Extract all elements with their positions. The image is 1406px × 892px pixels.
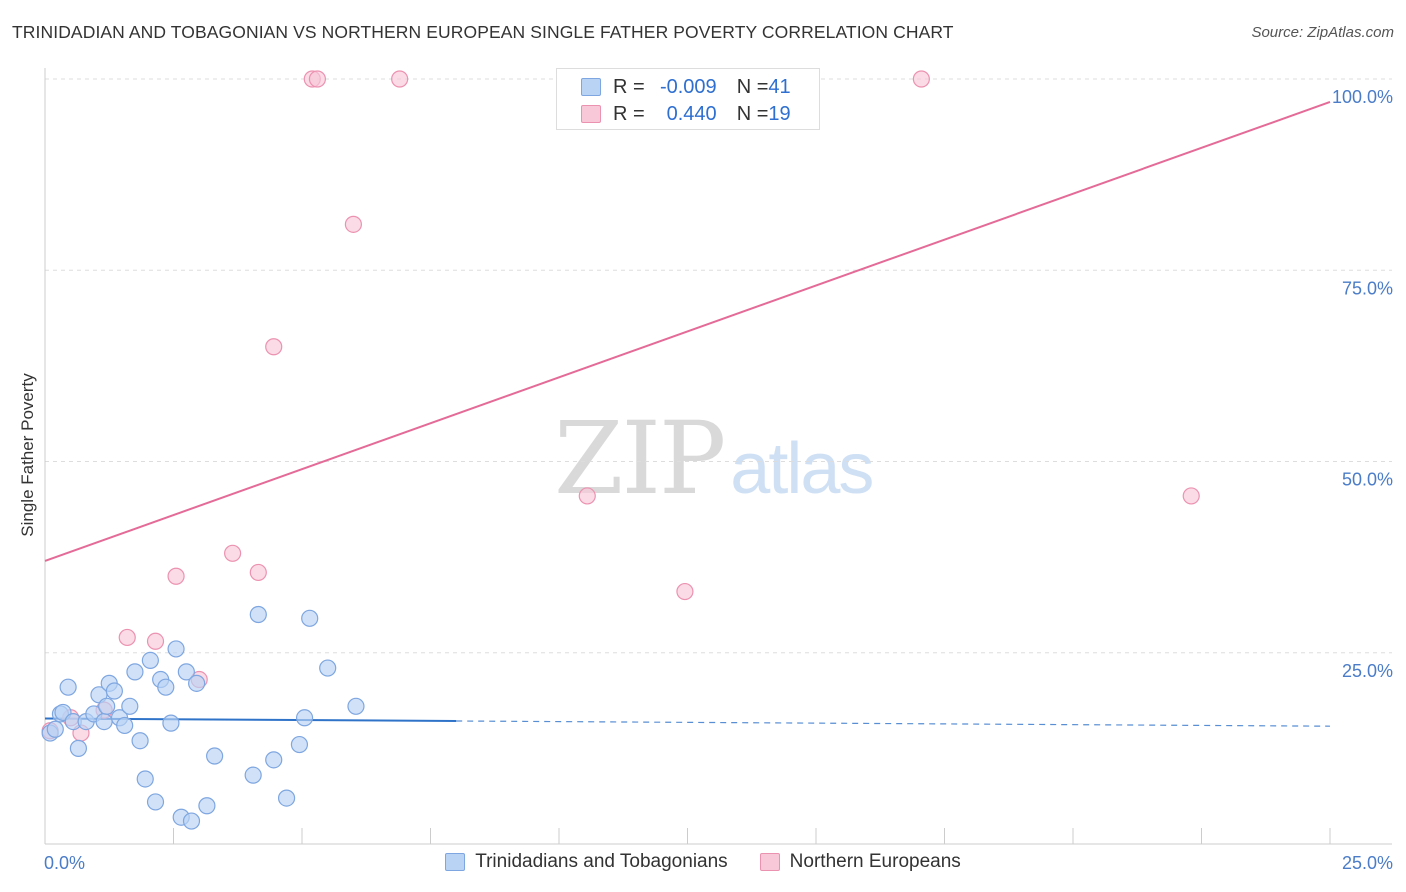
point-trinidadians: [98, 697, 116, 715]
legend-n-value: 41: [768, 75, 791, 98]
watermark-atlas: atlas: [730, 429, 874, 509]
y-tick-label: 75.0%: [1342, 278, 1393, 298]
point-trinidadians: [162, 714, 180, 732]
series-legend: Trinidadians and Tobagonians Northern Eu…: [0, 851, 1406, 873]
legend-r-label: R =: [613, 75, 645, 98]
legend-n-value: 19: [768, 102, 791, 125]
series-legend-item-northern-europeans: Northern Europeans: [759, 851, 961, 873]
x-tick-label: 25.0%: [1342, 853, 1393, 873]
point-trinidadians: [295, 709, 314, 727]
point-trinidadians: [121, 697, 139, 715]
correlation-legend: R = -0.009 N = 41 R = 0.440 N = 19: [556, 68, 820, 130]
trend-line-northern-europeans: [44, 101, 1331, 562]
legend-n-label: N =: [736, 102, 769, 125]
point-northern-europeans: [344, 215, 362, 233]
point-trinidadians: [265, 751, 283, 769]
point-trinidadians: [198, 797, 216, 815]
point-trinidadians: [244, 766, 262, 784]
point-trinidadians: [141, 651, 159, 670]
point-trinidadians: [206, 747, 224, 765]
point-northern-europeans: [308, 70, 327, 88]
legend-r-value: -0.009: [659, 75, 717, 98]
point-northern-europeans: [578, 487, 596, 505]
point-northern-europeans: [391, 70, 409, 88]
series-legend-item-trinidadians: Trinidadians and Tobagonians: [445, 851, 728, 873]
y-axis-label: Single Father Poverty: [18, 373, 37, 537]
y-tick-label: 100.0%: [1332, 87, 1393, 107]
point-northern-europeans: [224, 544, 242, 562]
point-trinidadians: [277, 789, 296, 807]
point-trinidadians: [59, 678, 77, 696]
point-trinidadians: [95, 712, 113, 731]
legend-n-label: N =: [736, 75, 769, 98]
source-label: Source: ZipAtlas.com: [1251, 24, 1394, 41]
chart-title: TRINIDADIAN AND TOBAGONIAN VS NORTHERN E…: [12, 22, 954, 42]
point-trinidadians: [46, 720, 64, 738]
point-trinidadians: [319, 659, 337, 677]
point-trinidadians: [126, 663, 144, 681]
legend-r-value: 0.440: [666, 102, 717, 125]
point-northern-europeans: [118, 628, 136, 647]
point-northern-europeans: [146, 632, 165, 650]
trend-line-trinidadians-extrapolated: [456, 720, 1331, 727]
legend-row-trinidadians: R = -0.009 N = 41: [581, 75, 791, 99]
point-northern-europeans: [167, 567, 185, 585]
point-northern-europeans: [676, 582, 694, 601]
grid-layer: [45, 78, 1392, 654]
point-trinidadians: [136, 770, 154, 788]
point-trinidadians: [290, 735, 309, 754]
point-trinidadians: [177, 663, 195, 681]
point-trinidadians: [116, 716, 134, 735]
point-trinidadians: [105, 682, 123, 700]
point-trinidadians: [131, 732, 149, 750]
series-swatch-pink: [759, 853, 780, 871]
legend-swatch-pink: [581, 105, 601, 123]
point-northern-europeans: [249, 563, 267, 582]
y-tick-label: 25.0%: [1342, 661, 1393, 681]
point-trinidadians: [146, 793, 165, 811]
point-trinidadians: [301, 609, 319, 627]
point-northern-europeans: [265, 338, 283, 356]
point-northern-europeans: [1182, 487, 1200, 505]
series-legend-label: Trinidadians and Tobagonians: [475, 851, 728, 872]
y-tick-label: 50.0%: [1342, 470, 1393, 490]
point-trinidadians: [157, 678, 175, 696]
series-swatch-blue: [445, 853, 466, 871]
tick-label-layer: 25.0% 50.0% 75.0% 100.0% 0.0% 25.0%: [44, 87, 1393, 873]
trend-layer: [44, 101, 1331, 727]
legend-row-northern-europeans: R = 0.440 N = 19: [581, 102, 791, 126]
point-layer: [41, 70, 1200, 830]
series-legend-label: Northern Europeans: [789, 851, 961, 872]
point-northern-europeans: [912, 70, 930, 88]
point-trinidadians: [167, 640, 185, 658]
point-trinidadians: [69, 739, 88, 757]
axis-layer: [44, 68, 1392, 845]
legend-swatch-blue: [581, 78, 601, 96]
point-trinidadians: [249, 605, 267, 624]
legend-r-label: R =: [613, 102, 645, 125]
x-tick-label: 0.0%: [44, 853, 85, 873]
point-trinidadians: [188, 674, 206, 692]
point-trinidadians: [347, 697, 365, 715]
point-trinidadians: [182, 812, 201, 830]
